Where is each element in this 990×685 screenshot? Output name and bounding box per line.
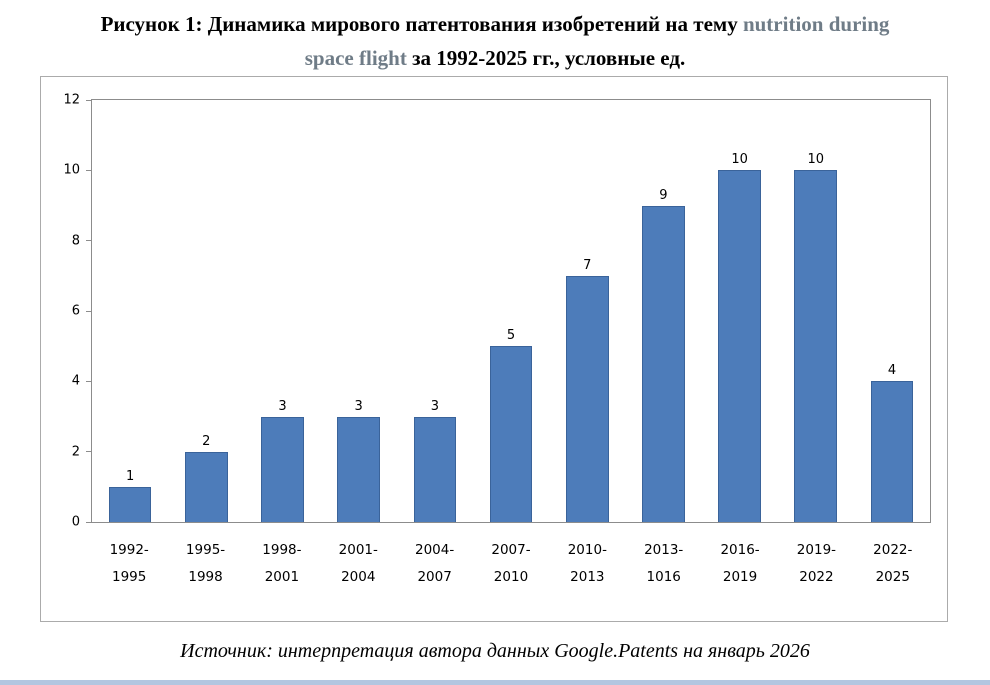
title-text-accent-1: nutrition during [742, 12, 890, 36]
x-category-label: 1992- 1995 [109, 542, 149, 585]
bar-value-label: 10 [731, 152, 748, 168]
x-category-label: 1998- 2001 [262, 542, 302, 585]
figure-title-line1: Рисунок 1: Динамика мирового патентовани… [0, 8, 990, 42]
source-note: Источник: интерпретация автора данных Go… [180, 640, 810, 662]
bar-column: 9 [625, 100, 701, 522]
bar [870, 381, 914, 522]
y-tick-mark [86, 521, 92, 523]
bottom-divider [0, 680, 990, 685]
bar-column: 3 [397, 100, 473, 522]
y-tick-label: 10 [63, 162, 80, 178]
y-tick-label: 2 [71, 444, 80, 460]
y-tick-mark [86, 310, 92, 312]
x-labels: 1992- 1995 1995- 1998 1998- 2001 2001- 2004 2004… [91, 527, 931, 613]
bar-value-label: 3 [354, 398, 363, 414]
bar [184, 451, 228, 522]
title-text-black-1: Рисунок 1: Динамика мирового патентовани… [100, 12, 743, 36]
x-category-label: 2022- 2025 [873, 542, 913, 585]
bar-value-label: 9 [659, 187, 668, 203]
bar-value-label: 3 [278, 398, 287, 414]
x-category-label: 1995- 1998 [185, 542, 226, 585]
bar [642, 205, 685, 522]
bar-column: 3 [321, 100, 397, 522]
bar-value-label: 10 [807, 152, 825, 168]
bar-value-label: 3 [430, 398, 439, 414]
bar-column: 3 [244, 100, 320, 522]
bar [794, 170, 838, 522]
bar [413, 416, 457, 522]
figure-title-line2: space flight за 1992-2025 гг., условные … [0, 42, 990, 76]
bar [261, 416, 304, 522]
x-category-label: 2019- 2022 [796, 542, 837, 585]
bar-value-label: 7 [583, 257, 592, 273]
bar [489, 346, 533, 522]
x-category-label: 2013- 1016 [644, 542, 684, 585]
bar-value-label: 2 [202, 433, 211, 449]
title-text-accent-2: space flight [304, 45, 407, 70]
bar [565, 275, 609, 522]
y-tick-label: 6 [71, 303, 80, 319]
x-category-label: 2001- 2004 [338, 542, 378, 585]
x-category-label: 2007- 2010 [491, 542, 531, 585]
y-tick-mark [86, 240, 92, 242]
y-tick-mark [86, 169, 92, 171]
y-tick-label: 8 [71, 233, 80, 249]
title-text-black-2: за 1992-2025 гг., условные ед. [406, 45, 686, 70]
y-tick-mark [86, 380, 92, 382]
figure-title: Рисунок 1: Динамика мирового патентовани… [0, 0, 990, 75]
bar [337, 416, 380, 522]
bar-value-label: 4 [887, 363, 897, 379]
y-tick-label: 12 [63, 92, 80, 108]
bar-column: 2 [168, 100, 244, 522]
plot-area: 1 2 3 3 3 5 7 9 10 10 4 0 2 4 6 8 10 12 [63, 93, 931, 530]
bar-column: 5 [473, 100, 549, 522]
bar-value-label: 1 [125, 468, 135, 484]
bar-column: 7 [549, 100, 625, 522]
y-tick-label: 0 [71, 514, 80, 530]
x-category-label: 2016- 2019 [720, 542, 760, 585]
bar-column: 10 [702, 100, 778, 522]
bar-column: 4 [854, 100, 930, 522]
x-category-label: 2004- 2007 [415, 542, 455, 585]
y-tick-mark [86, 451, 92, 453]
bar-column: 1 [92, 100, 168, 522]
bar [718, 170, 761, 522]
y-tick-label: 4 [71, 373, 80, 389]
bar-value-label: 5 [506, 328, 516, 344]
y-tick-mark [86, 99, 92, 101]
x-category-label: 2010- 2013 [567, 542, 607, 585]
bar [108, 486, 152, 522]
bars: 1 2 3 3 3 5 7 9 10 10 4 [92, 100, 930, 522]
bar-column: 10 [778, 100, 854, 522]
bar-chart: 1 2 3 3 3 5 7 9 10 10 4 0 2 4 6 8 10 12 1992- 1995 1995- 19… [40, 76, 948, 622]
